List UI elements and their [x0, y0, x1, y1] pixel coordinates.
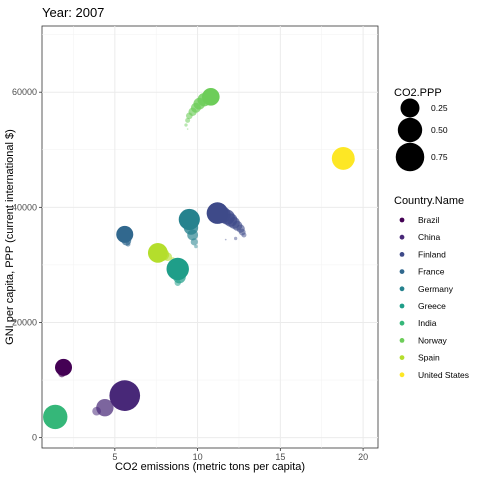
color-legend-label: United States	[418, 370, 469, 380]
color-legend-label: Germany	[418, 284, 454, 294]
y-tick-label: 0	[32, 433, 37, 443]
size-legend: 0.25 0.50 0.75	[395, 98, 448, 172]
size-legend-key	[397, 117, 423, 143]
data-point	[202, 87, 220, 106]
x-tick-label: 15	[275, 452, 285, 462]
color-legend-key	[399, 338, 405, 343]
trail-point	[184, 123, 188, 127]
y-tick-label: 20000	[12, 317, 37, 327]
trail-point	[185, 112, 193, 120]
data-point	[43, 404, 68, 430]
color-legend-key	[399, 355, 405, 360]
color-legend: Brazil China Finland France Germany Greece Ind…	[399, 215, 469, 380]
color-legend-key	[399, 234, 405, 240]
x-tick-label: 10	[193, 452, 203, 462]
color-legend-key	[399, 269, 405, 274]
y-axis: 0 20000 40000 60000	[12, 87, 42, 443]
color-legend-label: Greece	[418, 301, 446, 311]
trail-point	[241, 232, 247, 238]
color-legend-label: Norway	[418, 335, 448, 345]
data-point	[166, 257, 189, 281]
trail-point	[92, 406, 101, 416]
points	[43, 87, 355, 430]
y-axis-label: GNI per capita, PPP (current internation…	[4, 129, 16, 345]
size-legend-label: 0.25	[431, 103, 448, 113]
trail-point	[125, 241, 131, 247]
data-point	[178, 208, 200, 231]
size-legend-label: 0.75	[431, 152, 448, 162]
color-legend-key	[399, 303, 405, 309]
trail-point	[186, 128, 189, 130]
y-tick-label: 60000	[12, 87, 37, 97]
data-point	[55, 358, 73, 376]
color-legend-label: Brazil	[418, 215, 439, 225]
size-legend-key	[395, 142, 425, 172]
trail-point	[194, 244, 198, 249]
data-point	[116, 225, 134, 243]
chart-title: Year: 2007	[42, 5, 104, 20]
trail-point	[233, 236, 238, 241]
color-legend-key	[399, 320, 405, 326]
x-tick-label: 5	[112, 452, 117, 462]
color-legend-label: China	[418, 232, 440, 242]
data-point	[147, 242, 168, 263]
size-legend-title: CO2.PPP	[394, 87, 442, 99]
trail-point	[187, 229, 199, 241]
color-legend-label: Finland	[418, 249, 446, 259]
color-legend-key	[399, 286, 405, 292]
color-legend-key	[399, 252, 405, 257]
x-axis: 5 10 15 20	[112, 448, 368, 462]
size-legend-label: 0.50	[431, 125, 448, 135]
color-legend-key	[399, 217, 405, 223]
trail-point	[224, 238, 227, 241]
trail-point	[174, 279, 181, 286]
color-legend-label: India	[418, 318, 437, 328]
size-legend-key	[400, 98, 420, 118]
data-point	[331, 146, 355, 170]
trail-point	[190, 238, 198, 246]
data-point	[109, 380, 141, 411]
y-tick-label: 40000	[12, 202, 37, 212]
x-tick-label: 20	[358, 452, 368, 462]
x-axis-label: CO2 emissions (metric tons per capita)	[115, 461, 305, 473]
trail-point	[185, 117, 191, 123]
color-legend-label: France	[418, 267, 445, 277]
color-legend-label: Spain	[418, 353, 440, 363]
data-point	[206, 202, 229, 224]
color-legend-title: Country.Name	[394, 195, 464, 207]
color-legend-key	[399, 372, 405, 378]
